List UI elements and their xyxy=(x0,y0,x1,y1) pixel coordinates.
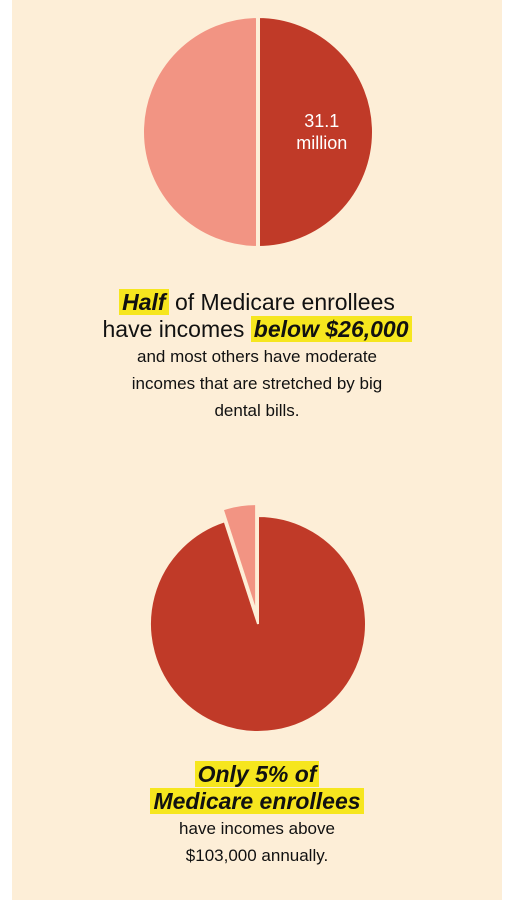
caption-highlight-line: Only 5% of xyxy=(12,761,502,788)
caption-line-1: Half of Medicare enrollees xyxy=(12,289,502,316)
caption-text-enrollees: of Medicare enrollees xyxy=(168,289,395,315)
pie-slice xyxy=(256,13,376,251)
caption-body-line: and most others have moderate xyxy=(136,347,378,366)
highlight-half: Half xyxy=(119,289,169,315)
pie-slice xyxy=(149,514,367,733)
highlight-below-26000: below $26,000 xyxy=(250,316,412,342)
pie-slice xyxy=(221,503,258,613)
caption-highlight-line: Medicare enrollees xyxy=(12,788,502,815)
highlight-only-5-percent: Only 5% of xyxy=(194,761,320,787)
infographic-panel: 31.1 million Half of Medicare enrollees h… xyxy=(12,0,502,900)
caption-body-line: have incomes above xyxy=(179,819,335,838)
caption-line-2: have incomes below $26,000 xyxy=(12,316,502,343)
pie-slice-label: million xyxy=(296,133,347,153)
caption-body-line: incomes that are stretched by big xyxy=(131,374,383,393)
caption-five-percent: Only 5% of Medicare enrollees have incom… xyxy=(12,761,502,869)
pie-slice xyxy=(140,13,260,251)
caption-text-have-incomes: have incomes xyxy=(102,316,251,342)
caption-body-line: $103,000 annually. xyxy=(185,846,329,865)
caption-body-line: dental bills. xyxy=(214,401,300,420)
highlight-medicare-enrollees: Medicare enrollees xyxy=(150,788,364,814)
pie-slice-label: 31.1 xyxy=(304,111,339,131)
pie-chart-five-percent xyxy=(149,503,367,733)
caption-half-enrollees: Half of Medicare enrollees have incomes … xyxy=(12,289,502,424)
